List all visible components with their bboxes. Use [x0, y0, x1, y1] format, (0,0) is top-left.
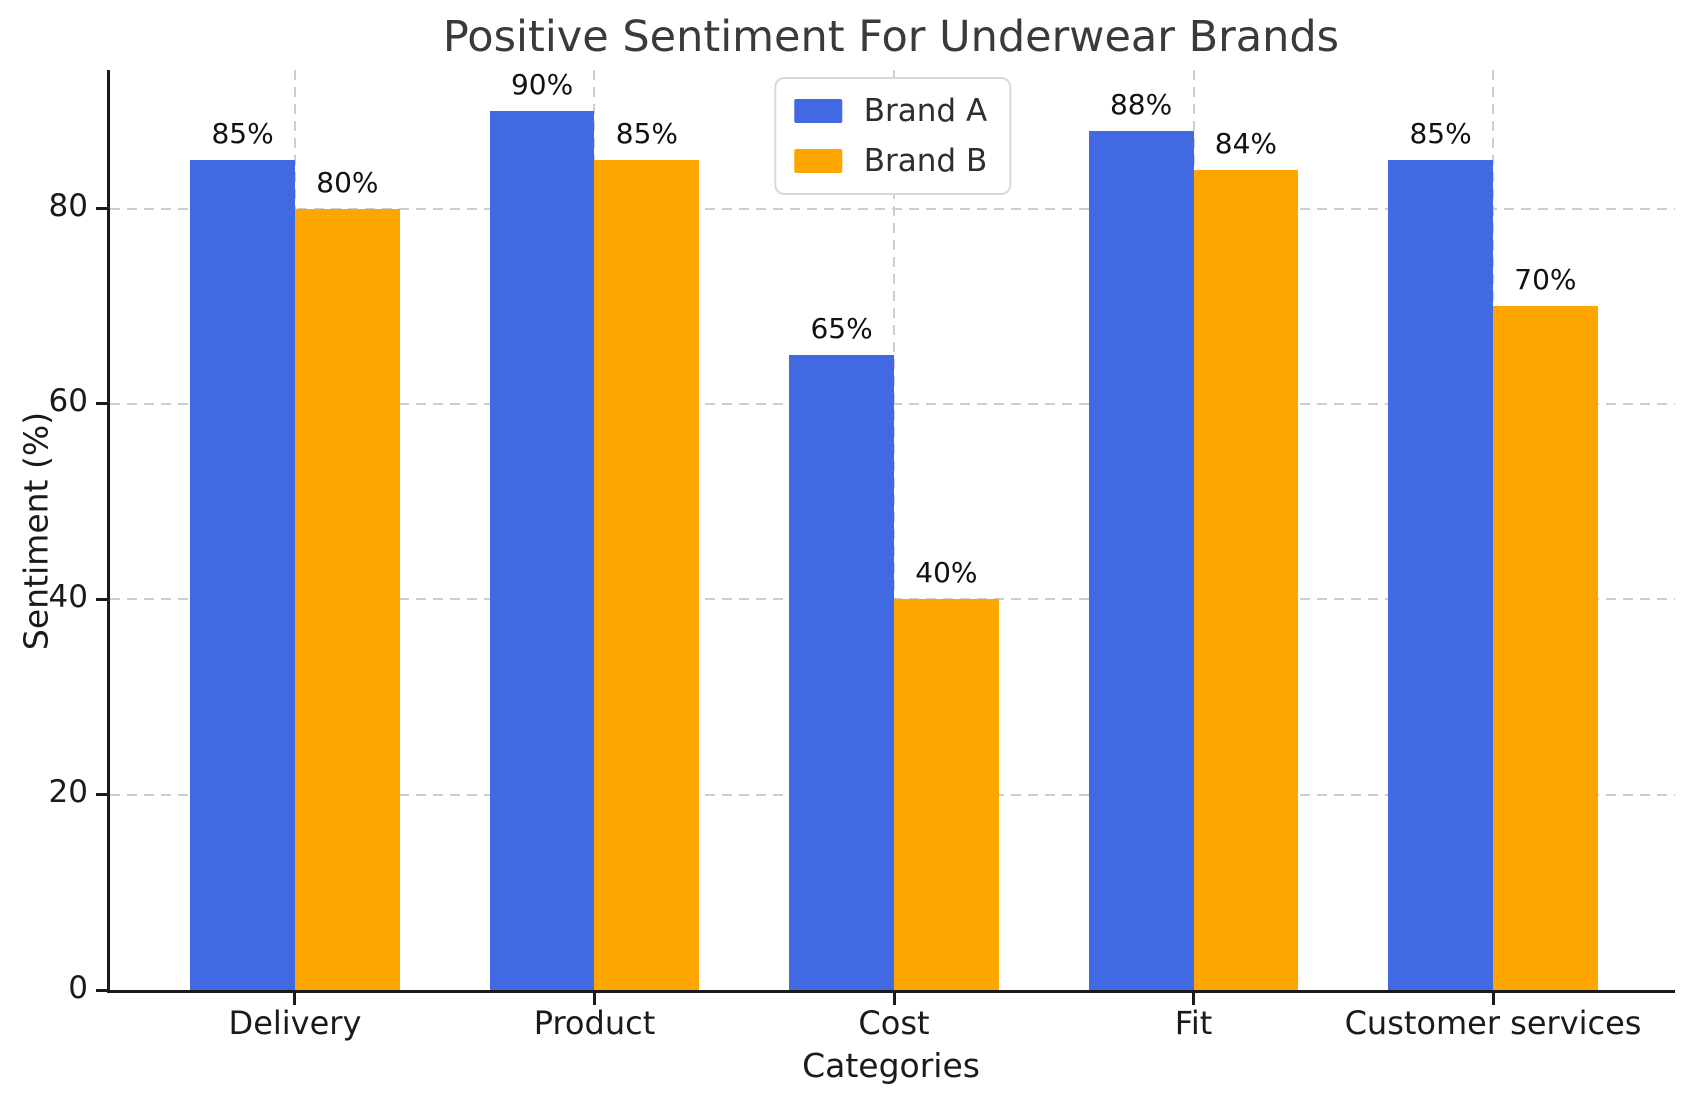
y-tick-mark-40 — [96, 597, 108, 601]
legend: Brand A Brand B — [773, 77, 1012, 195]
legend-label-brand-b: Brand B — [863, 143, 988, 179]
x-tick-label-product: Product — [533, 1004, 656, 1042]
legend-swatch-brand-a — [793, 99, 842, 123]
y-tick-mark-80 — [96, 207, 108, 211]
y-tick-label-40: 40 — [48, 578, 88, 615]
value-label-brand-a-product: 90% — [510, 67, 574, 101]
x-tick-label-customer-services: Customer services — [1344, 1004, 1642, 1042]
y-tick-label-80: 80 — [48, 188, 88, 225]
value-label-brand-b-product: 85% — [615, 116, 678, 150]
value-label-brand-a-cost: 65% — [810, 312, 873, 346]
x-tick-mark-1 — [592, 993, 596, 1005]
legend-swatch-brand-b — [793, 149, 842, 173]
plot-area: Brand A Brand B 0 20 40 60 80 Delivery Product… — [49, 67, 1675, 1042]
legend-label-brand-a: Brand A — [863, 93, 988, 129]
legend-entry-brand-a: Brand A — [793, 93, 988, 129]
value-label-brand-a-customer-services: 85% — [1409, 116, 1472, 150]
x-tick-mark-0 — [293, 993, 297, 1005]
y-tick-label-20: 20 — [48, 774, 88, 811]
legend-entry-brand-b: Brand B — [793, 143, 988, 179]
bar-brand-a-fit — [1088, 130, 1194, 990]
bar-brand-b-delivery — [294, 208, 400, 990]
bar-brand-a-cost — [789, 355, 894, 990]
x-tick-label-delivery: Delivery — [228, 1004, 362, 1042]
bar-brand-a-delivery — [190, 159, 295, 990]
chart-title: Positive Sentiment For Underwear Brands — [442, 12, 1340, 62]
bar-brand-a-product — [489, 110, 595, 990]
y-tick-mark-0 — [96, 988, 108, 992]
bar-brand-b-fit — [1193, 169, 1299, 990]
value-label-brand-a-delivery: 85% — [211, 116, 274, 150]
x-tick-mark-2 — [892, 993, 896, 1005]
value-label-brand-a-fit: 88% — [1109, 87, 1173, 121]
value-label-brand-b-fit: 84% — [1214, 126, 1278, 160]
bar-brand-b-cost — [894, 599, 999, 990]
x-tick-mark-4 — [1491, 993, 1495, 1005]
x-tick-mark-3 — [1192, 993, 1195, 1005]
y-tick-mark-60 — [96, 402, 108, 406]
value-label-brand-b-customer-services: 70% — [1514, 263, 1577, 297]
bar-brand-a-customer-services — [1388, 159, 1494, 990]
y-tick-mark-20 — [96, 793, 108, 797]
value-label-brand-b-delivery: 80% — [316, 165, 379, 199]
x-tick-label-cost: Cost — [858, 1004, 930, 1042]
y-tick-label-60: 60 — [48, 383, 88, 420]
x-tick-label-fit: Fit — [1174, 1004, 1213, 1042]
gridline-horizontal-80 — [110, 207, 1675, 210]
value-label-brand-b-cost: 40% — [915, 556, 978, 590]
gridline-vertical-2 — [893, 70, 895, 990]
y-tick-label-0: 0 — [68, 969, 88, 1006]
bar-brand-b-customer-services — [1493, 306, 1598, 990]
bar-brand-b-product — [594, 159, 700, 990]
x-axis-label: Categories — [802, 1046, 980, 1085]
